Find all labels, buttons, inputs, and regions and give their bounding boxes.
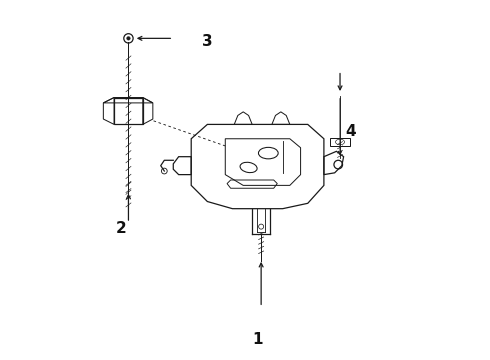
- Polygon shape: [330, 138, 350, 146]
- Text: 2: 2: [116, 221, 126, 236]
- Circle shape: [124, 34, 133, 43]
- Text: 3: 3: [202, 35, 213, 49]
- Text: 1: 1: [252, 332, 263, 347]
- Text: 4: 4: [345, 124, 356, 139]
- Circle shape: [126, 37, 130, 40]
